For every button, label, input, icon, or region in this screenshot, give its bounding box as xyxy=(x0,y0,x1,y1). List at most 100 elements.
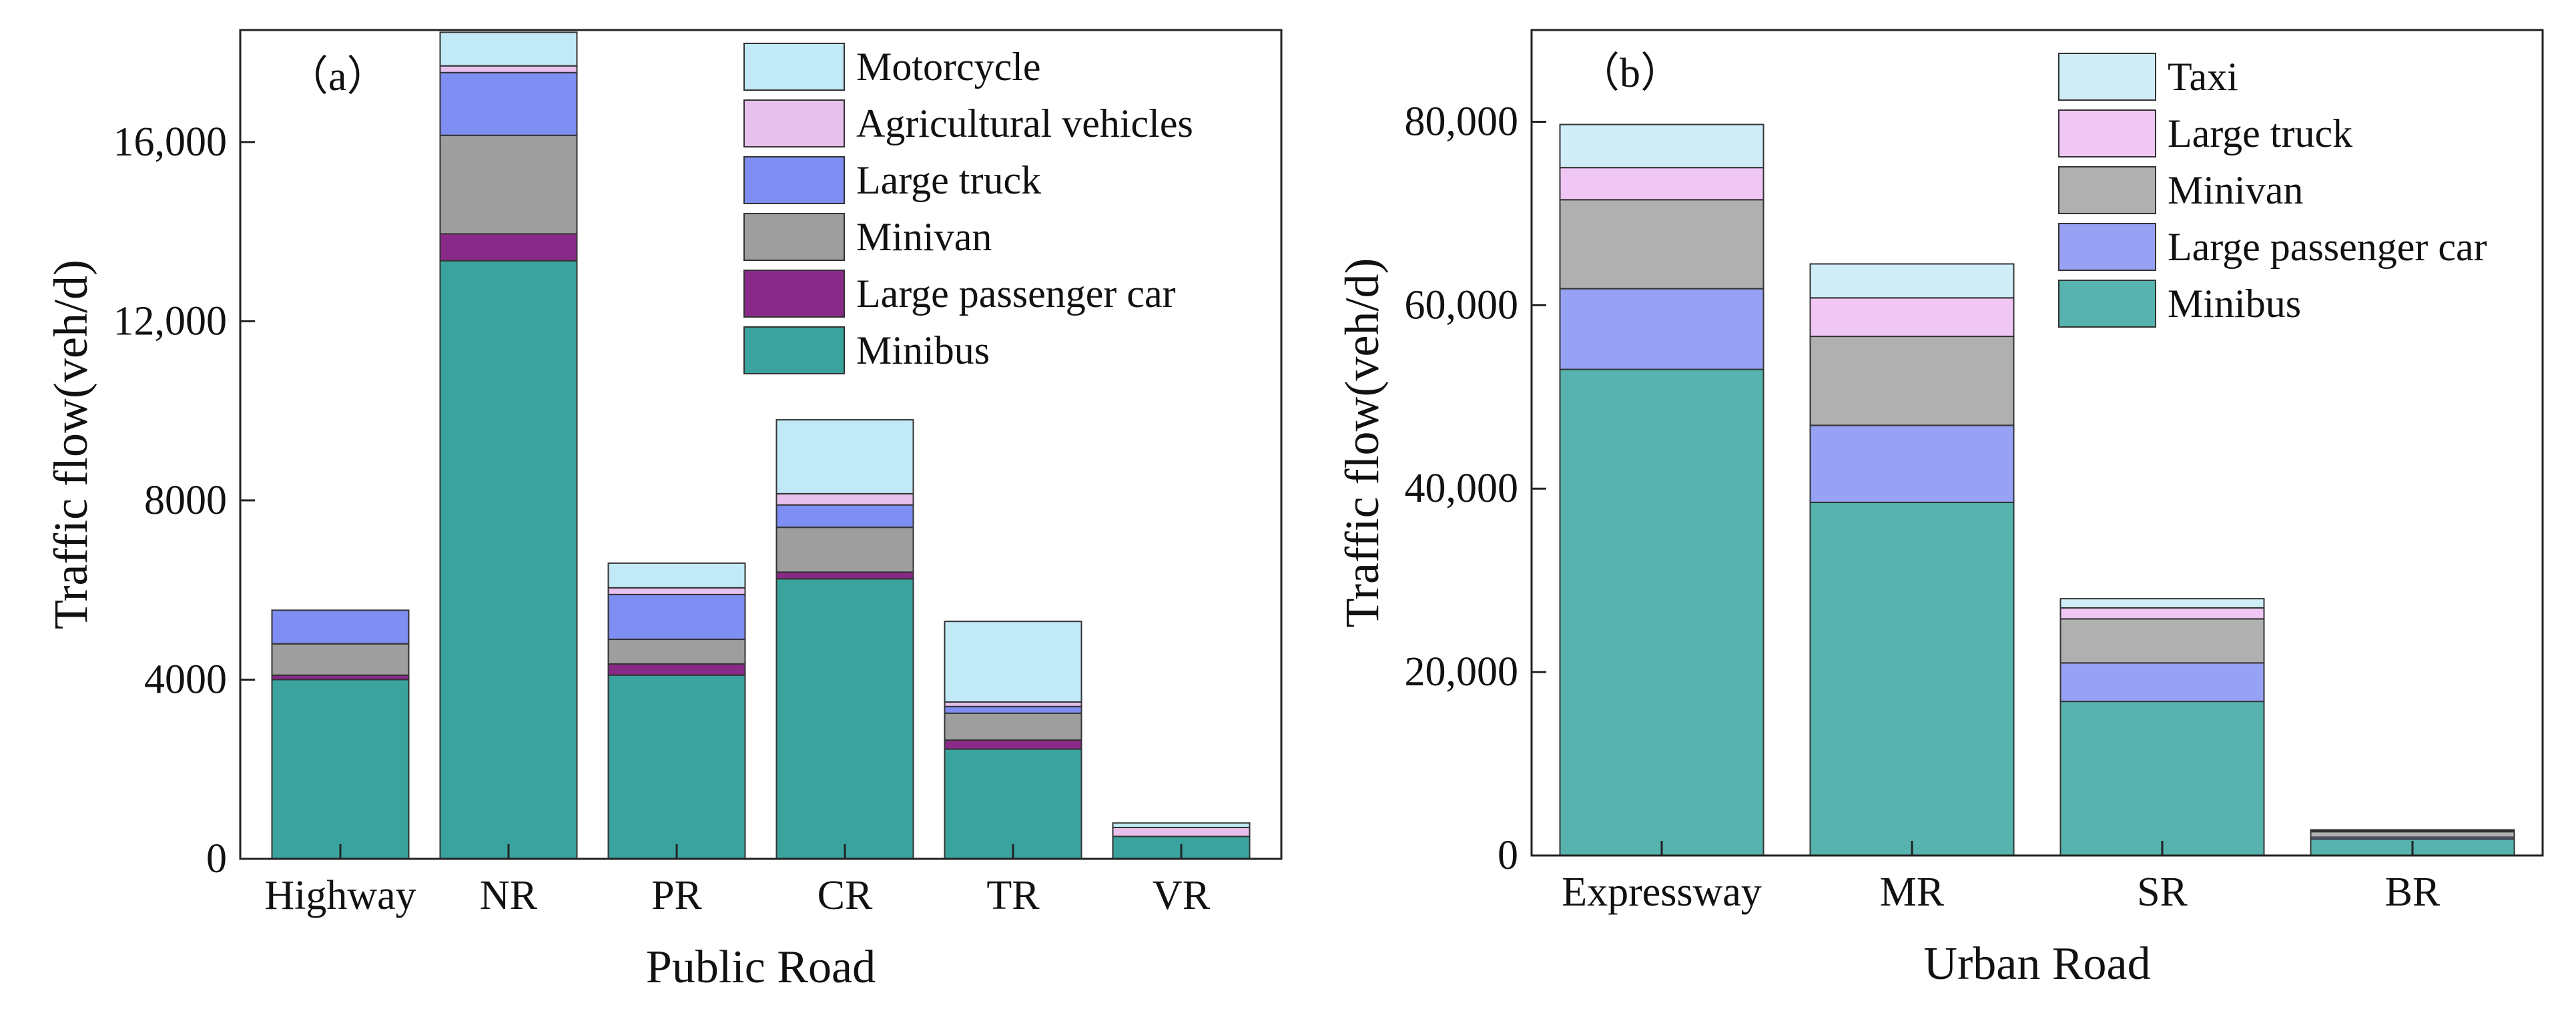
bar-vr-agricultural-vehicles xyxy=(1112,827,1251,837)
legend-label-minibus: Minibus xyxy=(2168,282,2301,326)
legend-swatch-minivan xyxy=(743,213,845,261)
bar-nr-motorcycle xyxy=(439,31,578,67)
bar-nr-large-truck xyxy=(439,71,578,136)
legend-swatch-large-passenger-car xyxy=(743,270,845,318)
bar-expressway-minivan xyxy=(1559,199,1764,290)
bar-nr-minibus xyxy=(439,260,578,860)
bar-sr-minibus xyxy=(2059,701,2265,857)
legend-swatch-agricultural-vehicles xyxy=(743,99,845,147)
bar-tr-large-truck xyxy=(944,705,1082,714)
x-tick-label-sr: SR xyxy=(2137,870,2188,915)
bar-vr-motorcycle xyxy=(1112,822,1251,829)
bar-mr-minibus xyxy=(1809,501,2015,856)
legend-label-large-passenger-car: Large passenger car xyxy=(2168,225,2487,269)
x-tick-label-pr: PR xyxy=(651,873,702,918)
bar-tr-agricultural-vehicles xyxy=(944,701,1082,707)
bar-sr-large-truck xyxy=(2059,607,2265,620)
x-tick-label-expressway: Expressway xyxy=(1562,870,1762,915)
bar-highway-large-passenger-car xyxy=(271,674,410,681)
bar-mr-taxi xyxy=(1809,263,2015,299)
bar-highway-minivan xyxy=(271,643,410,676)
bar-pr-motorcycle xyxy=(607,562,746,589)
legend-label-minibus: Minibus xyxy=(856,328,990,372)
bar-mr-large-passenger-car xyxy=(1809,424,2015,503)
bar-nr-agricultural-vehicles xyxy=(439,65,578,73)
bar-cr-minivan xyxy=(775,527,914,573)
bar-cr-motorcycle xyxy=(775,419,914,494)
y-tick-label: 60,000 xyxy=(1405,282,1519,328)
y-tick-label: 16,000 xyxy=(113,119,228,165)
bar-sr-taxi xyxy=(2059,598,2265,609)
y-tick-label: 0 xyxy=(206,836,227,882)
bar-tr-large-passenger-car xyxy=(944,739,1082,750)
bar-highway-minibus xyxy=(271,679,410,860)
legend-label-large-passenger-car: Large passenger car xyxy=(856,272,1176,316)
bar-nr-minivan xyxy=(439,134,578,235)
y-tick-label: 20,000 xyxy=(1405,649,1519,695)
legend-swatch-minivan xyxy=(2058,166,2156,214)
legend-label-taxi: Taxi xyxy=(2168,55,2238,99)
panel-label: （a） xyxy=(287,54,388,99)
bar-pr-minibus xyxy=(607,674,746,860)
bar-expressway-taxi xyxy=(1559,123,1764,169)
bar-highway-large-truck xyxy=(271,609,410,645)
bar-nr-large-passenger-car xyxy=(439,233,578,262)
bar-sr-large-passenger-car xyxy=(2059,662,2265,703)
bar-cr-large-truck xyxy=(775,504,914,529)
x-tick-label-br: BR xyxy=(2385,870,2441,915)
x-tick-label-mr: MR xyxy=(1880,870,1945,915)
bar-tr-minibus xyxy=(944,748,1082,860)
legend-swatch-taxi xyxy=(2058,53,2156,101)
legend-swatch-large-truck xyxy=(2058,109,2156,157)
x-axis-title: Public Road xyxy=(646,942,876,993)
panel-label: （b） xyxy=(1578,51,1682,96)
bar-tr-motorcycle xyxy=(944,621,1082,703)
bar-mr-large-truck xyxy=(1809,297,2015,338)
legend-swatch-minibus xyxy=(2058,280,2156,328)
legend-swatch-motorcycle xyxy=(743,43,845,91)
bar-tr-minivan xyxy=(944,712,1082,741)
y-tick-label: 40,000 xyxy=(1405,466,1519,511)
legend-label-minivan: Minivan xyxy=(856,215,992,259)
legend-swatch-minibus xyxy=(743,326,845,374)
legend-swatch-large-truck xyxy=(743,156,845,204)
bar-sr-minivan xyxy=(2059,618,2265,664)
bar-pr-large-passenger-car xyxy=(607,663,746,676)
chart-panel-a: Highway NR PR CR TR VR 0 4000 8000 12,000 16,000 Pu… xyxy=(44,29,1283,993)
legend-label-minivan: Minivan xyxy=(2168,168,2303,212)
x-axis-title: Urban Road xyxy=(1923,938,2150,990)
chart-panel-b: Expressway MR SR BR 0 20,000 40,000 60,000 80,00… xyxy=(1335,29,2544,990)
plot-frame xyxy=(1530,29,2544,857)
legend-label-agricultural-vehicles: Agricultural vehicles xyxy=(856,101,1193,145)
x-tick-label-vr: VR xyxy=(1153,873,1211,918)
bar-expressway-minibus xyxy=(1559,368,1764,856)
bar-expressway-large-truck xyxy=(1559,167,1764,201)
bar-pr-minivan xyxy=(607,639,746,665)
bar-cr-minibus xyxy=(775,578,914,860)
legend-label-large-truck: Large truck xyxy=(856,158,1041,202)
x-tick-label-nr: NR xyxy=(480,873,538,918)
x-tick-label-tr: TR xyxy=(986,873,1040,918)
bar-br-taxi xyxy=(2310,829,2515,831)
y-tick-label: 12,000 xyxy=(113,298,228,344)
y-tick-label: 8000 xyxy=(144,478,227,523)
bar-cr-large-passenger-car xyxy=(775,571,914,580)
bar-br-minivan xyxy=(2310,831,2515,838)
y-axis-title: Traffic flow(veh/d) xyxy=(1335,258,1389,628)
bar-pr-large-truck xyxy=(607,593,746,641)
bar-expressway-large-passenger-car xyxy=(1559,288,1764,370)
legend-label-motorcycle: Motorcycle xyxy=(856,45,1041,89)
y-axis-title: Traffic flow(veh/d) xyxy=(44,260,97,629)
x-tick-label-cr: CR xyxy=(818,873,873,918)
y-tick-label: 0 xyxy=(1498,833,1518,878)
bar-pr-agricultural-vehicles xyxy=(607,587,746,595)
legend-label-large-truck: Large truck xyxy=(2168,111,2352,155)
legend-swatch-large-passenger-car xyxy=(2058,223,2156,271)
x-tick-label-highway: Highway xyxy=(264,873,416,918)
bar-cr-agricultural-vehicles xyxy=(775,492,914,506)
bar-mr-minivan xyxy=(1809,336,2015,426)
plot-frame xyxy=(239,29,1283,860)
y-tick-label: 4000 xyxy=(144,657,227,702)
y-tick-label: 80,000 xyxy=(1405,99,1519,144)
